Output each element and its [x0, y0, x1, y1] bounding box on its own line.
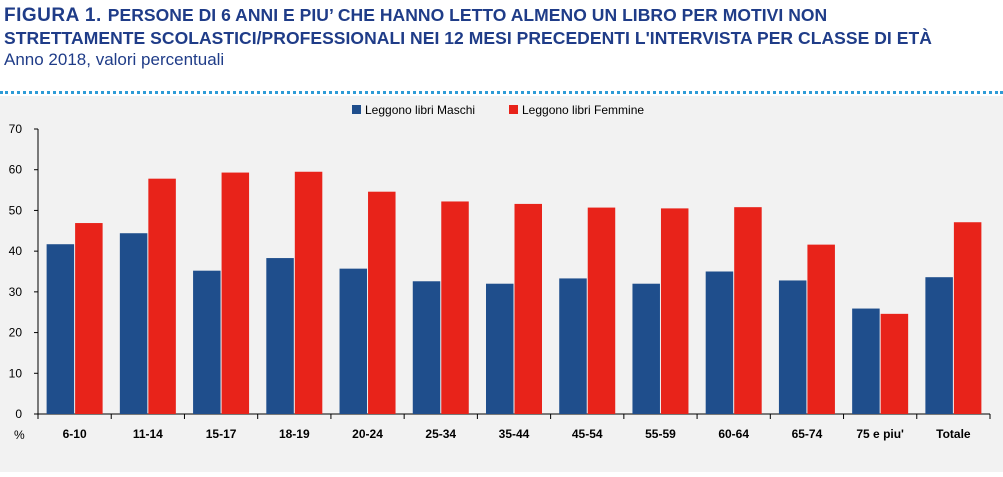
bar-maschi-35-44 — [486, 283, 514, 414]
figure-label: FIGURA 1. — [4, 5, 102, 26]
bar-femmine-Totale — [953, 222, 982, 414]
x-tick-label: 6-10 — [63, 427, 87, 441]
legend-label-femmine: Leggono libri Femmine — [522, 103, 644, 117]
bar-femmine-75-e-piu- — [880, 313, 909, 414]
x-tick-label: 25-34 — [425, 427, 456, 441]
figure-header: FIGURA 1. PERSONE DI 6 ANNI E PIU’ CHE HA… — [4, 4, 999, 71]
y-tick-label: 60 — [9, 163, 23, 177]
y-axis-label: % — [14, 428, 25, 442]
bar-femmine-65-74 — [807, 244, 835, 414]
bar-maschi-15-17 — [193, 270, 221, 414]
bar-femmine-45-54 — [587, 207, 616, 414]
bar-maschi-60-64 — [705, 271, 734, 414]
x-tick-label: 55-59 — [645, 427, 676, 441]
bar-maschi-75-e-piu- — [852, 308, 880, 414]
x-tick-label: 35-44 — [499, 427, 530, 441]
bar-femmine-11-14 — [148, 178, 176, 414]
x-tick-label: 18-19 — [279, 427, 310, 441]
bar-femmine-25-34 — [441, 201, 469, 414]
bar-maschi-45-54 — [559, 278, 587, 414]
y-tick-label: 50 — [9, 203, 23, 217]
chart-frame: Leggono libri Maschi Leggono libri Femmin… — [0, 96, 1003, 472]
x-tick-label: 75 e piu' — [856, 427, 904, 441]
legend-label-maschi: Leggono libri Maschi — [365, 103, 475, 117]
bar-femmine-35-44 — [514, 203, 542, 414]
y-tick-label: 70 — [9, 122, 23, 136]
title-text-1: PERSONE DI 6 ANNI E PIU’ CHE HANNO LETTO… — [107, 5, 828, 25]
y-tick-label: 40 — [9, 244, 23, 258]
x-tick-label: 60-64 — [718, 427, 749, 441]
bar-femmine-55-59 — [660, 208, 689, 414]
bar-maschi-11-14 — [119, 233, 148, 414]
bar-maschi-20-24 — [339, 268, 368, 414]
x-tick-label: 20-24 — [352, 427, 383, 441]
y-tick-label: 30 — [9, 285, 23, 299]
header-divider — [0, 91, 1003, 94]
bar-maschi-Totale — [925, 277, 953, 414]
bar-femmine-15-17 — [221, 172, 250, 414]
y-tick-label: 10 — [9, 366, 23, 380]
bar-maschi-18-19 — [266, 258, 294, 414]
bar-maschi-65-74 — [778, 280, 807, 414]
title-line-1: FIGURA 1. PERSONE DI 6 ANNI E PIU’ CHE HA… — [4, 4, 999, 27]
legend-swatch-femmine — [509, 105, 518, 114]
bar-femmine-18-19 — [294, 171, 323, 414]
x-tick-label: 11-14 — [133, 427, 163, 441]
subtitle: Anno 2018, valori percentuali — [4, 50, 225, 69]
x-tick-label: 65-74 — [792, 427, 823, 441]
x-tick-label: Totale — [936, 427, 971, 441]
y-tick-label: 0 — [15, 407, 22, 421]
bar-femmine-20-24 — [368, 191, 396, 414]
legend-swatch-maschi — [352, 105, 361, 114]
y-tick-label: 20 — [9, 326, 23, 340]
x-tick-label: 45-54 — [572, 427, 603, 441]
x-tick-label: 15-17 — [206, 427, 237, 441]
bar-maschi-25-34 — [412, 281, 441, 414]
bar-maschi-6-10 — [46, 244, 75, 414]
bar-chart: Leggono libri Maschi Leggono libri Femmin… — [9, 103, 991, 442]
title-line-2: STRETTAMENTE SCOLASTICI/PROFESSIONALI NE… — [4, 28, 932, 48]
bar-femmine-60-64 — [734, 207, 762, 414]
bar-femmine-6-10 — [75, 223, 103, 414]
bar-maschi-55-59 — [632, 283, 660, 414]
